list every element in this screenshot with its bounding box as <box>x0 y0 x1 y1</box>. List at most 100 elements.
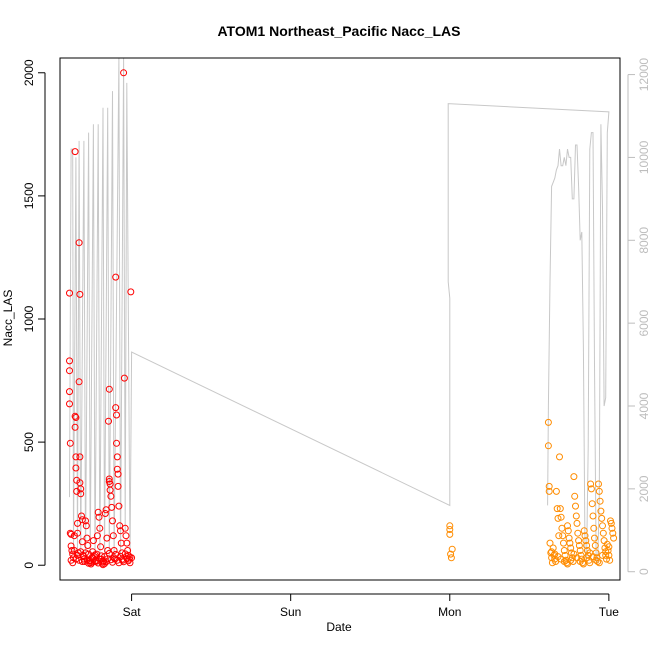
data-point <box>71 148 79 156</box>
data-point <box>67 530 75 538</box>
y-tick-label: 1000 <box>22 305 36 332</box>
data-point <box>78 516 86 524</box>
data-point <box>121 550 129 558</box>
data-point <box>121 524 129 532</box>
data-point <box>72 414 80 421</box>
data-point <box>89 537 97 545</box>
data-point <box>567 544 575 552</box>
data-point <box>544 442 552 450</box>
data-point <box>598 514 606 522</box>
x-tick-label: Sun <box>280 605 301 619</box>
data-point <box>545 487 553 495</box>
data-point <box>576 558 584 565</box>
data-point <box>76 290 84 298</box>
data-point <box>602 548 610 556</box>
data-point <box>93 532 101 540</box>
y-tick-label: 2000 <box>22 59 36 86</box>
data-point <box>587 485 595 493</box>
data-point <box>446 522 454 530</box>
y2-tick-label: 4000 <box>637 392 650 419</box>
data-point <box>112 273 120 281</box>
data-point <box>116 522 124 530</box>
data-point <box>77 485 85 493</box>
data-point <box>74 519 81 527</box>
data-point <box>105 385 113 393</box>
data-point <box>574 529 582 537</box>
data-point <box>108 503 116 511</box>
data-point <box>123 539 131 547</box>
data-point <box>591 534 598 542</box>
data-point <box>75 239 83 247</box>
data-point <box>105 475 113 483</box>
y-tick-label: 1500 <box>22 182 36 209</box>
data-point <box>96 555 104 563</box>
data-point <box>120 374 128 382</box>
data-point <box>94 508 102 516</box>
y2-tick-label: 0 <box>637 568 650 575</box>
x-tick-label: Tue <box>599 605 620 619</box>
data-point <box>575 542 583 549</box>
data-point <box>570 473 578 481</box>
data-point <box>447 554 455 562</box>
chart-title: ATOM1 Northeast_Pacific Nacc_LAS <box>217 23 460 39</box>
data-point <box>77 548 85 556</box>
data-point <box>557 513 565 521</box>
data-point <box>67 542 75 550</box>
data-point <box>112 404 120 412</box>
data-point <box>609 529 617 537</box>
data-point <box>573 519 581 527</box>
data-point <box>564 522 571 530</box>
data-point <box>606 556 614 564</box>
data-point <box>590 524 598 532</box>
data-point <box>558 524 566 532</box>
data-point <box>72 555 80 563</box>
data-point <box>564 527 572 535</box>
data-point <box>571 492 579 500</box>
secondary-line-layer <box>69 57 610 564</box>
data-point <box>567 556 575 564</box>
data-point <box>589 512 597 520</box>
data-point <box>544 418 552 426</box>
data-point <box>83 534 91 542</box>
data-point <box>107 492 115 500</box>
data-point <box>97 552 105 560</box>
data-point <box>97 543 105 551</box>
data-point <box>66 367 73 375</box>
data-point <box>113 465 121 473</box>
data-point <box>576 547 584 554</box>
x-tick-label: Mon <box>438 605 461 619</box>
data-point <box>105 417 112 425</box>
data-point <box>66 357 73 365</box>
data-point <box>603 555 610 563</box>
data-point <box>605 543 613 551</box>
data-point <box>608 524 616 532</box>
data-point <box>448 545 456 553</box>
y2-tick-label: 8000 <box>637 227 650 254</box>
data-point <box>600 537 608 545</box>
data-point <box>556 505 564 513</box>
data-point <box>554 514 562 522</box>
axes-layer: 0 500 1000 1500 2000 0 2000 4000 6000 8000 10000 12… <box>22 57 650 619</box>
data-point <box>95 513 103 521</box>
data-point <box>113 453 121 461</box>
data-point <box>78 558 86 565</box>
data-point <box>565 534 573 542</box>
secondary-series-line <box>69 57 610 564</box>
data-point <box>552 487 560 495</box>
data-point <box>109 517 116 525</box>
data-point <box>555 532 563 540</box>
data-point <box>583 542 591 549</box>
y-tick-label: 500 <box>22 432 36 452</box>
y2-tick-label: 12000 <box>637 58 650 92</box>
data-point <box>71 423 79 431</box>
data-point <box>553 505 561 513</box>
x-axis-label: Date <box>326 620 352 634</box>
data-point <box>78 512 85 520</box>
data-point <box>546 539 554 547</box>
data-point <box>572 512 580 520</box>
data-point <box>114 482 122 490</box>
data-point <box>68 547 76 554</box>
data-point <box>559 532 567 540</box>
data-point <box>66 289 73 297</box>
